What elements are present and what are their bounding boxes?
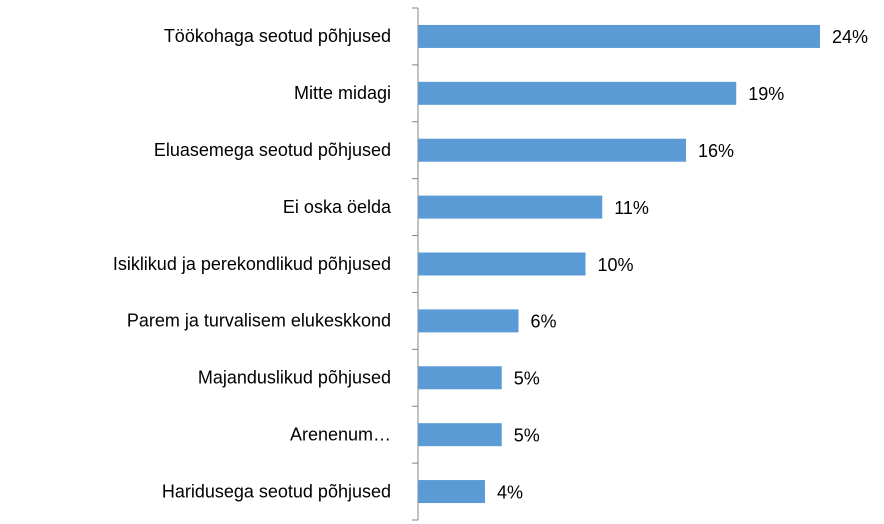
value-label: 10%: [598, 255, 634, 275]
value-label: 5%: [514, 425, 540, 445]
category-label: Ei oska öelda: [283, 197, 392, 217]
category-label: Mitte midagi: [294, 83, 391, 103]
bar: [418, 309, 519, 333]
value-label: 4%: [497, 482, 523, 502]
bar: [418, 252, 586, 276]
bar: [418, 195, 603, 219]
bar: [418, 480, 485, 504]
bar: [418, 366, 502, 390]
value-label: 16%: [698, 141, 734, 161]
value-label: 11%: [614, 198, 649, 218]
category-label: Isiklikud ja perekondlikud põhjused: [113, 254, 391, 274]
value-label: 19%: [748, 84, 784, 104]
bar: [418, 81, 737, 105]
category-label: Majanduslikud põhjused: [198, 368, 391, 388]
category-label: Parem ja turvalisem elukeskkond: [127, 311, 391, 331]
category-label: Haridusega seotud põhjused: [162, 481, 391, 501]
bar: [418, 423, 502, 447]
category-label: Arenenum…: [290, 424, 391, 444]
value-label: 6%: [531, 312, 557, 332]
bar: [418, 138, 686, 162]
value-label: 24%: [832, 27, 868, 47]
category-label: Töökohaga seotud põhjused: [164, 26, 391, 46]
value-label: 5%: [514, 369, 540, 389]
category-label: Eluasemega seotud põhjused: [154, 140, 391, 160]
bar: [418, 24, 820, 48]
